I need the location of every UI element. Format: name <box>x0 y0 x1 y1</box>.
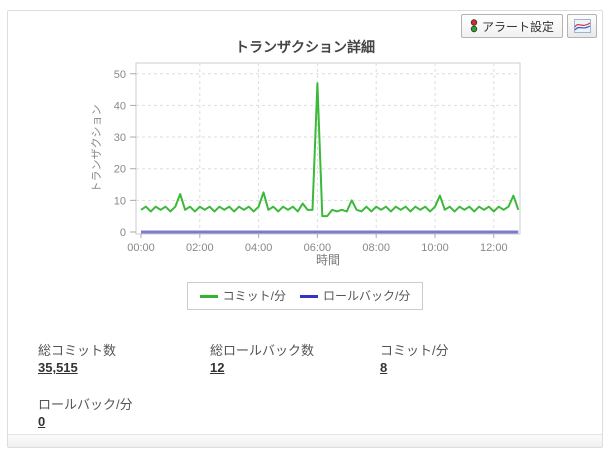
legend-item-commits[interactable]: コミット/分 <box>199 288 286 304</box>
legend-label-rollbacks: ロールバック/分 <box>323 289 411 303</box>
stat-total-commits-label: 総コミット数 <box>38 343 117 358</box>
legend-label-commits: コミット/分 <box>222 289 286 303</box>
stat-commits-per-min-value[interactable]: 8 <box>380 360 388 375</box>
stat-total-commits: 総コミット数 35,515 <box>38 340 210 377</box>
svg-text:08:00: 08:00 <box>362 242 390 254</box>
chart-options-button[interactable] <box>567 14 597 38</box>
legend-swatch-commits <box>199 294 218 298</box>
stat-total-rollbacks-label: 総ロールバック数 <box>210 343 315 358</box>
transaction-detail-panel: アラート設定 トランザクション詳細 0 10 20 30 40 50 00:00 02:00 0… <box>7 10 603 448</box>
traffic-light-icon <box>470 19 478 33</box>
stat-total-commits-value[interactable]: 35,515 <box>38 360 78 375</box>
svg-text:12:00: 12:00 <box>480 242 508 254</box>
svg-text:02:00: 02:00 <box>186 242 214 254</box>
svg-text:時間: 時間 <box>316 253 340 267</box>
svg-text:00:00: 00:00 <box>127 242 155 254</box>
panel-footer <box>8 434 602 447</box>
stat-rollbacks-per-min: ロールバック/分 0 <box>38 394 602 431</box>
alert-settings-label: アラート設定 <box>481 19 554 34</box>
chart-title: トランザクション詳細 <box>235 39 375 55</box>
panel-toolbar: アラート設定 <box>460 14 597 38</box>
svg-text:04:00: 04:00 <box>245 242 273 254</box>
legend-swatch-rollbacks <box>300 294 318 298</box>
legend-item-rollbacks[interactable]: ロールバック/分 <box>300 288 410 304</box>
alert-settings-button[interactable]: アラート設定 <box>460 14 563 38</box>
svg-text:30: 30 <box>114 132 126 144</box>
svg-text:20: 20 <box>114 164 126 176</box>
chart-legend: コミット/分 ロールバック/分 <box>186 282 424 310</box>
stat-rollbacks-per-min-label: ロールバック/分 <box>38 397 133 412</box>
stat-rollbacks-per-min-value[interactable]: 0 <box>38 414 46 429</box>
svg-text:10: 10 <box>114 195 126 207</box>
svg-text:トランザクション: トランザクション <box>90 105 103 193</box>
transaction-chart: 0 10 20 30 40 50 00:00 02:00 04:00 06:00 08:00 10:0… <box>90 62 521 267</box>
stat-total-rollbacks: 総ロールバック数 12 <box>210 340 380 377</box>
svg-text:10:00: 10:00 <box>421 242 449 254</box>
line-chart-icon <box>573 19 591 33</box>
svg-text:40: 40 <box>114 100 126 112</box>
svg-text:0: 0 <box>120 227 126 239</box>
svg-text:50: 50 <box>114 69 126 81</box>
stat-commits-per-min-label: コミット/分 <box>380 343 449 358</box>
stats-section: 総コミット数 35,515 総ロールバック数 12 コミット/分 8 ロールバッ… <box>8 340 602 431</box>
stat-total-rollbacks-value[interactable]: 12 <box>210 360 225 375</box>
stat-commits-per-min: コミット/分 8 <box>380 340 602 377</box>
svg-text:06:00: 06:00 <box>304 242 332 254</box>
